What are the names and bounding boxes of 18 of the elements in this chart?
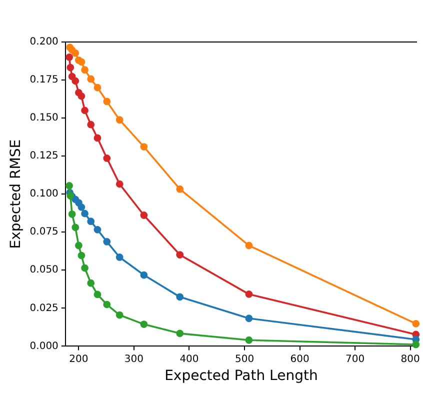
x-tick-label: 400 xyxy=(180,354,199,365)
y-tick-label: 0.025 xyxy=(30,302,58,314)
x-tick-label: 600 xyxy=(290,354,310,365)
x-tick-label: 300 xyxy=(124,354,144,365)
y-tick-label: 0.000 xyxy=(30,340,58,352)
x-tick-label: 700 xyxy=(346,354,365,365)
y-tick-label: 0.175 xyxy=(30,74,58,86)
y-tick-label: 0.050 xyxy=(30,264,58,276)
y-tick-label: 0.075 xyxy=(30,226,58,238)
y-tick-label: 0.100 xyxy=(30,188,58,200)
x-axis-title: Expected Path Length xyxy=(164,368,318,384)
y-tick-label: 0.200 xyxy=(30,36,58,48)
x-tick-label: 500 xyxy=(234,354,254,365)
y-axis-title: Expected RMSE xyxy=(8,139,24,249)
x-tick-label: 200 xyxy=(69,354,88,365)
y-tick-label: 0.125 xyxy=(30,150,58,162)
y-tick-label: 0.150 xyxy=(30,112,58,124)
x-tick-label: 800 xyxy=(400,354,420,365)
